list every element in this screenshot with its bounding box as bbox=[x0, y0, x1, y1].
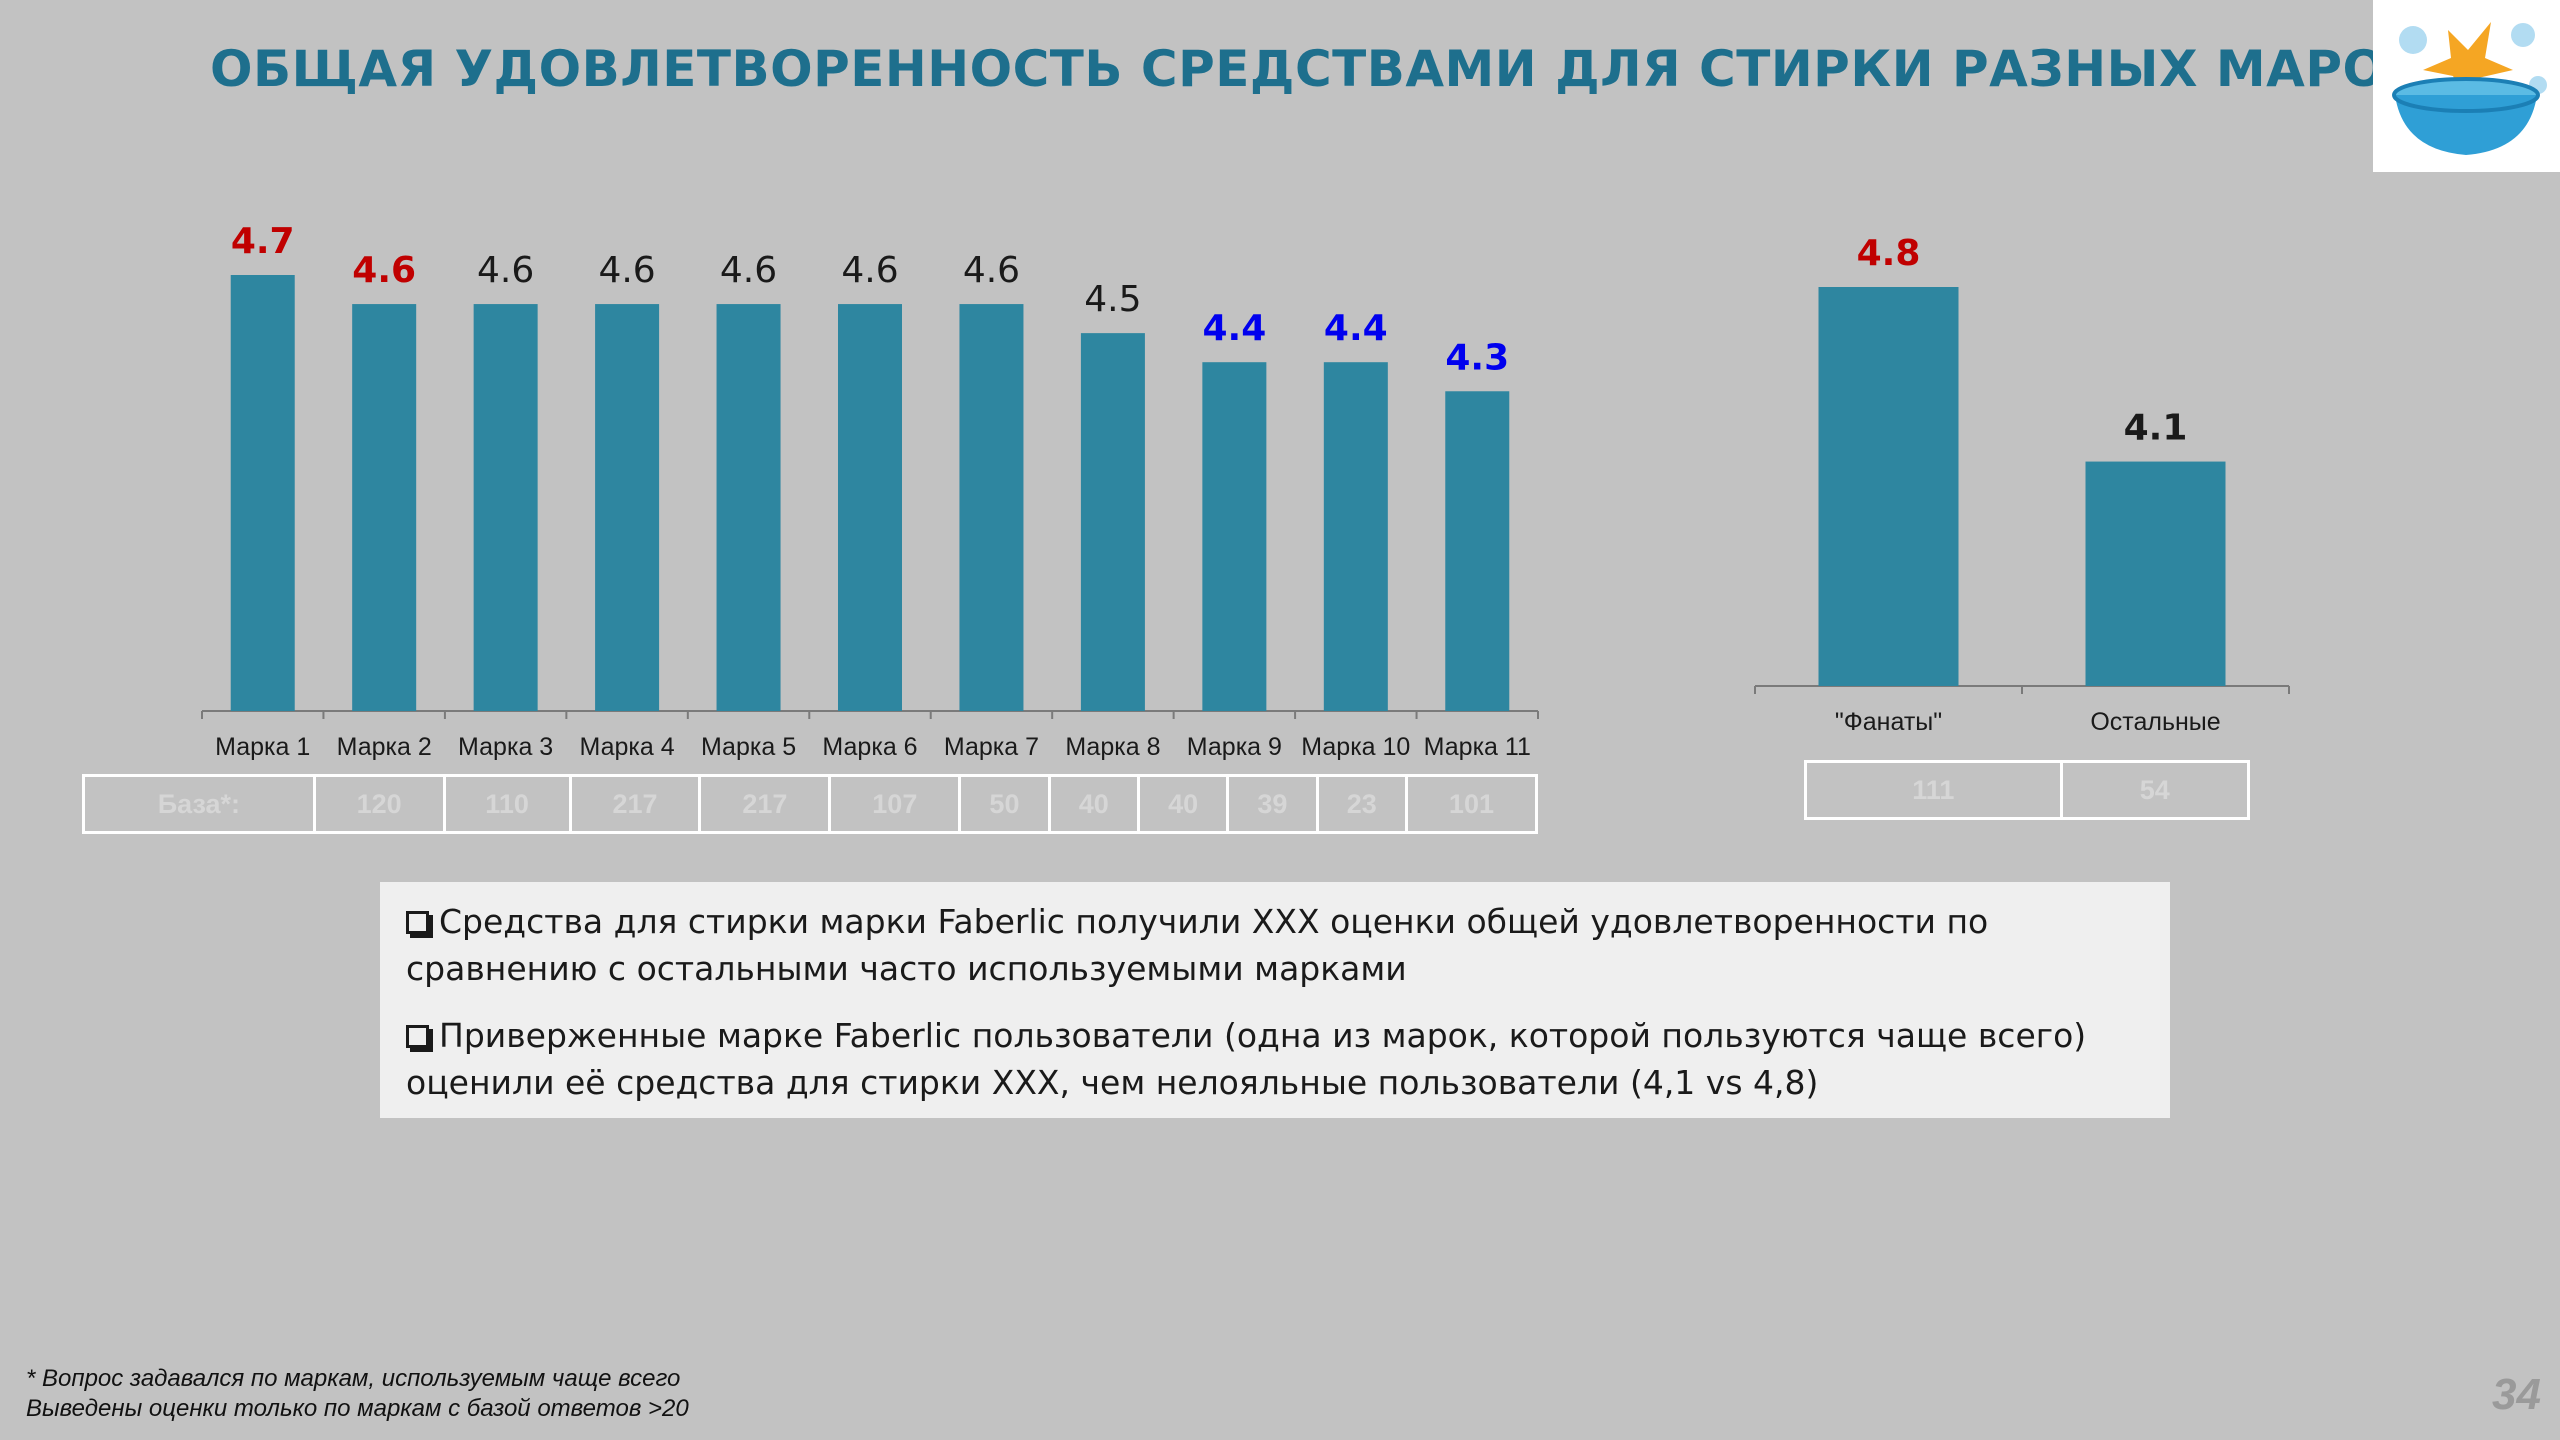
category-tick-label: Марка 11 bbox=[1424, 733, 1531, 761]
base-cell: 110 bbox=[442, 774, 572, 834]
category-tick-label: Марка 9 bbox=[1187, 733, 1282, 761]
bar bbox=[838, 304, 902, 711]
bar bbox=[473, 304, 538, 711]
bar bbox=[2085, 461, 2226, 686]
bar bbox=[716, 304, 781, 711]
footnote-line: Выведены оценки только по маркам с базой… bbox=[26, 1395, 689, 1422]
bar bbox=[1323, 362, 1388, 711]
base-cell: 120 bbox=[312, 774, 446, 834]
bar bbox=[595, 304, 660, 711]
category-tick-label: Марка 5 bbox=[701, 733, 796, 761]
bar bbox=[1818, 287, 1959, 686]
base-label: База*: bbox=[82, 774, 316, 834]
base-cell: 40 bbox=[1136, 774, 1230, 834]
data-label: 4.6 bbox=[352, 250, 416, 291]
category-tick-label: Марка 7 bbox=[944, 733, 1039, 761]
bar bbox=[352, 304, 417, 711]
laundry-basin-icon bbox=[2373, 0, 2560, 172]
footnote: * Вопрос задавался по маркам, используем… bbox=[26, 1364, 689, 1424]
data-label: 4.6 bbox=[963, 250, 1020, 291]
bar bbox=[230, 275, 295, 711]
base-cell: 107 bbox=[828, 774, 962, 834]
page-number: 34 bbox=[2492, 1370, 2541, 1419]
conclusion-item: Средства для стирки марки Faberlic получ… bbox=[406, 902, 1989, 988]
base-cell: 217 bbox=[698, 774, 832, 834]
bar bbox=[1202, 362, 1267, 711]
category-tick-label: Марка 1 bbox=[215, 733, 310, 761]
category-tick-label: Марка 10 bbox=[1301, 733, 1410, 761]
checkbox-bullet-icon bbox=[406, 911, 429, 934]
base-cell: 23 bbox=[1315, 774, 1408, 834]
category-tick-label: Марка 2 bbox=[337, 733, 432, 761]
category-tick-label: Марка 4 bbox=[580, 733, 675, 761]
data-label: 4.6 bbox=[477, 250, 534, 291]
base-table-brands: База*: 120 110 217 217 107 50 40 40 39 23 101 bbox=[82, 774, 1539, 834]
data-label: 4.8 bbox=[1857, 233, 1921, 274]
data-label: 4.4 bbox=[1202, 308, 1266, 349]
base-table-groups: 111 54 bbox=[1804, 760, 2251, 820]
base-cell: 40 bbox=[1047, 774, 1140, 834]
base-cell: 217 bbox=[568, 774, 702, 834]
base-cell: 50 bbox=[958, 774, 1051, 834]
bar bbox=[1445, 391, 1510, 711]
category-tick-label: Марка 6 bbox=[822, 733, 917, 761]
data-label: 4.7 bbox=[231, 221, 295, 262]
data-label: 4.6 bbox=[720, 250, 777, 291]
base-cell: 39 bbox=[1226, 774, 1319, 834]
category-tick-label: Марка 8 bbox=[1065, 733, 1160, 761]
data-label: 4.4 bbox=[1324, 308, 1388, 349]
category-tick-label: Остальные bbox=[2090, 708, 2220, 736]
conclusion-item: Приверженные марке Faberlic пользователи… bbox=[406, 1016, 2087, 1102]
bar bbox=[959, 304, 1024, 711]
page-title: ОБЩАЯ УДОВЛЕТВОРЕННОСТЬ СРЕДСТВАМИ ДЛЯ С… bbox=[210, 40, 2454, 98]
checkbox-bullet-icon bbox=[406, 1025, 429, 1048]
data-label: 4.1 bbox=[2124, 408, 2188, 449]
category-tick-label: Марка 3 bbox=[458, 733, 553, 761]
base-cell: 54 bbox=[2059, 760, 2251, 820]
data-label: 4.6 bbox=[598, 250, 655, 291]
data-label: 4.5 bbox=[1084, 279, 1141, 320]
category-tick-label: "Фанаты" bbox=[1835, 708, 1942, 736]
base-cell: 101 bbox=[1404, 774, 1539, 834]
base-cell: 111 bbox=[1804, 760, 2063, 820]
footnote-line: * Вопрос задавался по маркам, используем… bbox=[26, 1365, 681, 1392]
data-label: 4.3 bbox=[1445, 337, 1509, 378]
bar bbox=[1080, 333, 1145, 711]
data-label: 4.6 bbox=[841, 250, 898, 291]
conclusions-box: Средства для стирки марки Faberlic получ… bbox=[380, 882, 2170, 1118]
